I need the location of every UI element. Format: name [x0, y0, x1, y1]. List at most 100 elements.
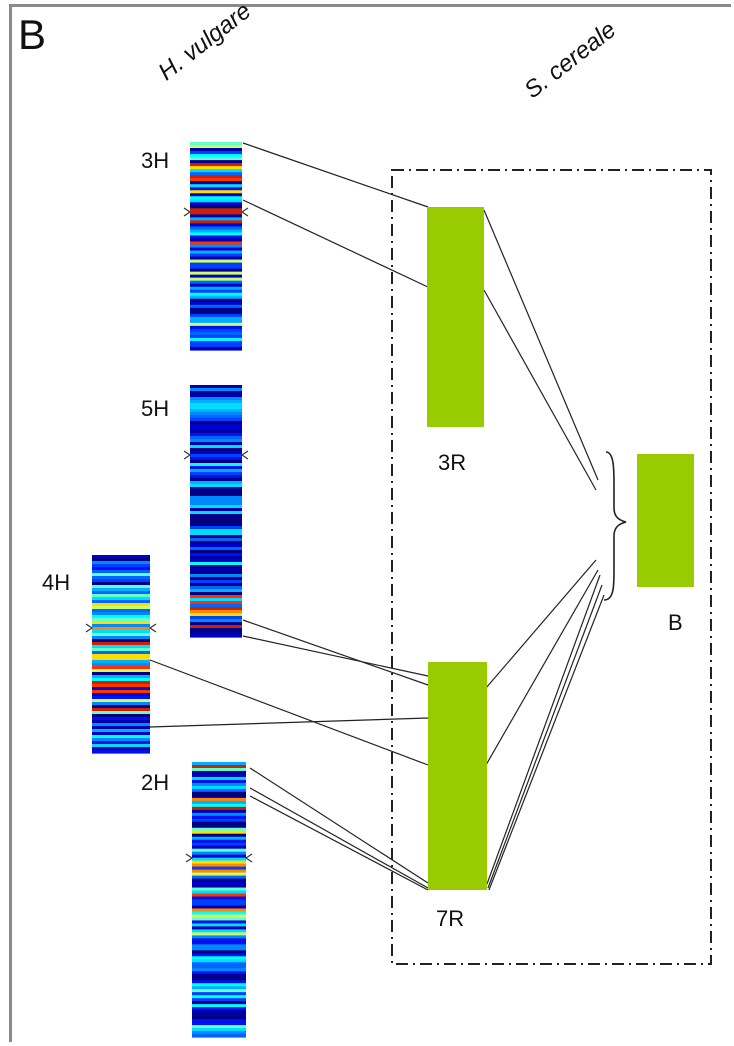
heat-band [192, 899, 246, 904]
heat-band [192, 869, 246, 874]
heat-band [92, 633, 150, 637]
chromosome-3h [183, 142, 249, 351]
figure-frame [9, 4, 731, 1042]
heat-band [190, 157, 242, 161]
heat-band [192, 884, 246, 889]
centromere-tick-right [148, 623, 157, 633]
heat-band [190, 466, 242, 470]
centromere-tick-left [183, 207, 192, 217]
heatmap-layer [85, 142, 253, 1038]
heat-band [92, 627, 150, 631]
heat-band [192, 908, 246, 913]
heat-band [190, 469, 242, 473]
heat-band [192, 860, 246, 865]
heat-band [190, 388, 242, 392]
heat-band [190, 463, 242, 467]
chromosome-label-3h: 3H [141, 148, 170, 173]
heat-band [192, 965, 246, 969]
heat-band [190, 385, 242, 389]
scereale-dashdot-box [391, 169, 712, 965]
heat-band [190, 229, 242, 234]
heat-band [92, 612, 150, 616]
heat-band [190, 547, 242, 551]
heat-band [190, 208, 242, 212]
heat-band [192, 788, 246, 793]
heat-band [192, 992, 246, 996]
heat-band [192, 800, 246, 805]
heat-band [190, 292, 242, 297]
block-label-7r: 7R [436, 906, 465, 931]
heat-band [92, 558, 150, 562]
heat-band [190, 406, 242, 410]
heat-band [190, 595, 242, 599]
heat-band [192, 881, 246, 886]
heat-band [192, 923, 246, 927]
heat-band [190, 454, 242, 458]
heat-band [190, 628, 242, 632]
heat-band [92, 714, 150, 718]
heat-band [192, 914, 246, 919]
heat-band [92, 570, 150, 574]
centromere-tick-right [240, 450, 249, 460]
heat-band [92, 696, 150, 700]
heat-band [192, 902, 246, 907]
heat-band [190, 256, 242, 261]
heat-band [190, 283, 242, 288]
heat-band [190, 241, 242, 246]
heat-band [190, 199, 242, 203]
centromere-tick-left [85, 623, 94, 633]
heat-band [192, 1031, 246, 1035]
heat-band [92, 729, 150, 733]
heat-band [190, 535, 242, 539]
heat-band [192, 1019, 246, 1023]
heat-band [190, 325, 242, 330]
heat-band [92, 735, 150, 739]
heat-band [190, 433, 242, 437]
heat-band [190, 322, 242, 327]
heat-band [192, 1007, 246, 1011]
heat-band [190, 214, 242, 218]
heat-band [192, 851, 246, 856]
heat-band [190, 298, 242, 303]
heat-band [192, 791, 246, 796]
heat-band [190, 568, 242, 572]
heat-band [190, 340, 242, 345]
heat-band [190, 583, 242, 587]
panel-letter: B [18, 11, 47, 58]
heat-band [190, 232, 242, 237]
heat-band [192, 935, 246, 939]
heat-band [190, 178, 242, 182]
heat-band [190, 280, 242, 285]
heat-band [190, 391, 242, 395]
heat-band [190, 148, 242, 152]
heat-band [190, 172, 242, 176]
heat-band [190, 166, 242, 170]
heat-band [190, 493, 242, 497]
heat-band [190, 445, 242, 449]
heat-band [190, 586, 242, 590]
heat-band [92, 726, 150, 730]
heat-band [92, 750, 150, 754]
heat-band [192, 1016, 246, 1020]
centromere-tick-right [244, 853, 253, 863]
heat-band [192, 962, 246, 966]
heat-band [190, 541, 242, 545]
heat-band [190, 268, 242, 273]
heat-band [92, 618, 150, 622]
heat-band [192, 977, 246, 981]
chromosome-2h [185, 762, 253, 1038]
heat-band [190, 187, 242, 191]
heat-band [190, 601, 242, 605]
heat-band [190, 301, 242, 306]
heat-band [192, 980, 246, 984]
heat-band [190, 289, 242, 294]
heat-band [190, 607, 242, 611]
heat-band [192, 848, 246, 853]
heat-band [190, 217, 242, 221]
heat-band [92, 609, 150, 613]
heat-band [192, 1001, 246, 1005]
chromosome-label-4h: 4H [42, 570, 71, 595]
heat-band [190, 430, 242, 434]
heat-band [92, 717, 150, 721]
